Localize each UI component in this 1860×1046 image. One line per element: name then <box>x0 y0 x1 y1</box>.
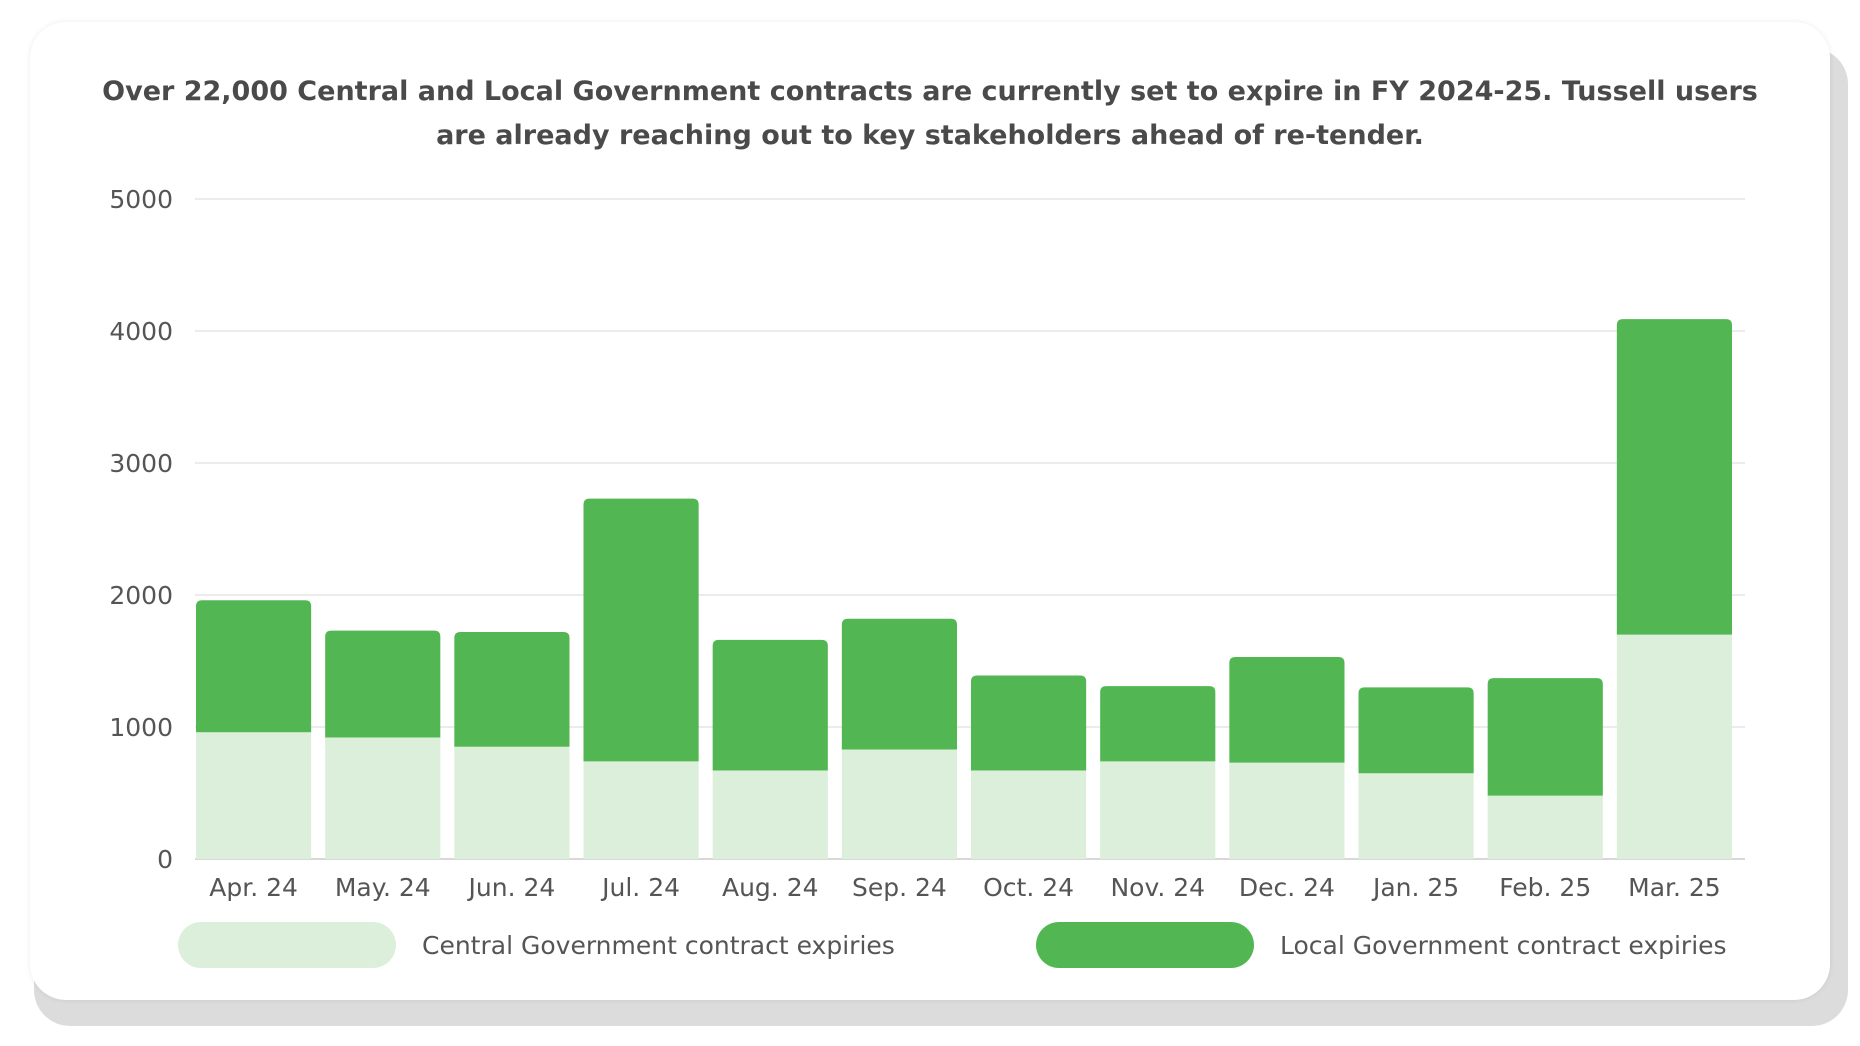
bar-segment-central <box>325 737 441 859</box>
bar-segment-local <box>583 498 699 762</box>
bar-segment-local <box>712 639 828 771</box>
x-tick-label: Sep. 24 <box>852 873 947 902</box>
bar-segment-central <box>1487 795 1603 859</box>
x-tick-label: Oct. 24 <box>983 873 1074 902</box>
legend-item-central: Central Government contract expiries <box>178 922 895 968</box>
bar-segment-central <box>1616 634 1732 859</box>
x-tick-label: Jun. 24 <box>467 873 556 902</box>
bar-segment-local <box>454 631 570 747</box>
x-tick-label: Dec. 24 <box>1239 873 1335 902</box>
x-tick-label: Nov. 24 <box>1110 873 1205 902</box>
x-tick-label: Feb. 25 <box>1499 873 1591 902</box>
bar-segment-central <box>1358 773 1474 859</box>
bar-segment-local <box>841 618 957 750</box>
bar-segment-central <box>454 746 570 859</box>
bar-segment-local <box>196 600 312 733</box>
x-tick-label: Apr. 24 <box>209 873 298 902</box>
y-tick-label: 3000 <box>109 449 173 478</box>
bar-segment-central <box>1100 761 1216 859</box>
x-tick-label: Mar. 25 <box>1628 873 1721 902</box>
bar-segment-local <box>1616 319 1732 635</box>
legend-label-central: Central Government contract expiries <box>422 930 895 960</box>
y-tick-label: 5000 <box>109 185 173 214</box>
bar-segment-local <box>1358 687 1474 774</box>
x-tick-label: Aug. 24 <box>722 873 819 902</box>
x-tick-label: May. 24 <box>335 873 431 902</box>
y-tick-label: 1000 <box>109 713 173 742</box>
legend-label-local: Local Government contract expiries <box>1280 930 1727 960</box>
bar-segment-local <box>1100 686 1216 762</box>
bar-segment-central <box>712 770 828 859</box>
legend-item-local: Local Government contract expiries <box>1036 922 1727 968</box>
bar-segment-local <box>971 675 1087 771</box>
legend-swatch-local <box>1036 922 1254 968</box>
bar-segment-central <box>583 761 699 859</box>
x-tick-label: Jan. 25 <box>1371 873 1459 902</box>
bar-segment-local <box>325 630 441 738</box>
y-tick-label: 4000 <box>109 317 173 346</box>
y-tick-label: 0 <box>157 845 173 874</box>
bar-segment-central <box>971 770 1087 859</box>
y-tick-label: 2000 <box>109 581 173 610</box>
bar-segment-central <box>841 749 957 859</box>
chart-title: Over 22,000 Central and Local Government… <box>102 76 1758 151</box>
x-tick-label: Jul. 24 <box>600 873 680 902</box>
bar-segment-local <box>1487 678 1603 796</box>
bar-segment-local <box>1229 657 1345 763</box>
legend-swatch-central <box>178 922 396 968</box>
bar-segment-central <box>196 732 312 859</box>
bar-segment-central <box>1229 762 1345 859</box>
